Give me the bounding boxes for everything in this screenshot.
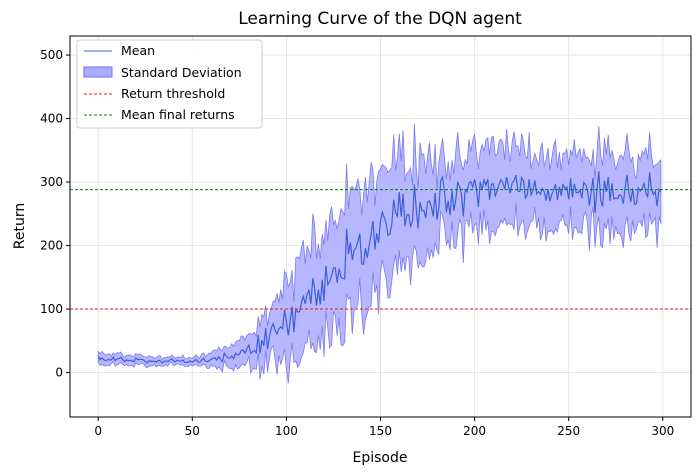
lines-group [70, 171, 691, 364]
x-tick-label: 150 [369, 424, 392, 438]
legend-final-label: Mean final returns [121, 107, 235, 122]
x-tick-label: 250 [557, 424, 580, 438]
y-tick-label: 200 [40, 239, 63, 253]
mean-line [97, 171, 662, 364]
x-tick-label: 50 [185, 424, 200, 438]
x-axis-label: Episode [353, 450, 408, 466]
x-tick-label: 300 [651, 424, 674, 438]
x-axis: 0 50 100 150 200 250 300 [94, 417, 674, 438]
y-tick-label: 100 [40, 302, 63, 316]
y-tick-label: 0 [55, 366, 63, 380]
y-tick-label: 500 [40, 48, 63, 62]
std-band-group [97, 123, 662, 384]
x-tick-label: 100 [275, 424, 298, 438]
y-axis: 0 100 200 300 400 500 [40, 48, 70, 380]
legend-box [76, 39, 263, 129]
x-tick-label: 0 [94, 424, 102, 438]
chart-title: Learning Curve of the DQN agent [238, 9, 522, 29]
legend-std-swatch [83, 66, 113, 78]
std-band [97, 123, 662, 384]
y-tick-label: 400 [40, 112, 63, 126]
y-tick-label: 300 [40, 175, 63, 189]
y-axis-label: Return [12, 203, 28, 249]
x-tick-label: 200 [463, 424, 486, 438]
legend: Mean Standard Deviation Return threshold… [76, 39, 263, 129]
legend-mean-label: Mean [121, 43, 155, 58]
legend-threshold-label: Return threshold [121, 86, 225, 101]
legend-std-label: Standard Deviation [121, 65, 242, 80]
